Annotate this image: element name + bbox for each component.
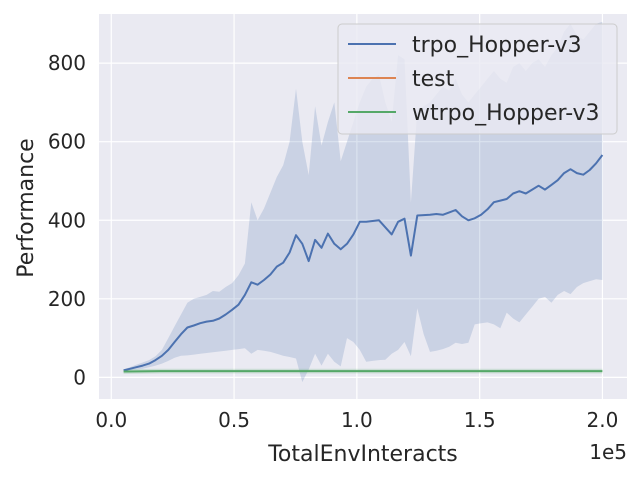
- x-tick-label: 0.0: [95, 408, 127, 432]
- y-tick-label: 800: [48, 51, 86, 75]
- legend-box: [337, 23, 618, 135]
- x-tick-labels: 0.0 0.5 1.0 1.5 2.0: [95, 408, 618, 432]
- y-tick-label: 0: [73, 365, 86, 389]
- legend-label-test: test: [412, 67, 455, 92]
- y-tick-label: 400: [48, 208, 86, 232]
- y-tick-label: 600: [48, 130, 86, 154]
- x-tick-label: 0.5: [218, 408, 250, 432]
- x-axis-label: TotalEnvInteracts: [267, 442, 458, 467]
- legend-label-trpo-hopper-v3: trpo_Hopper-v3: [412, 33, 582, 58]
- x-tick-label: 1.5: [464, 408, 496, 432]
- y-tick-label: 200: [48, 287, 86, 311]
- y-axis-label: Performance: [14, 138, 39, 277]
- series-lines: [123, 154, 604, 373]
- legend-label-wtrpo-hopper-v3: wtrpo_Hopper-v3: [412, 101, 600, 126]
- trpo-hopper-v3-line: [123, 154, 604, 372]
- y-tick-labels: 0 200 400 600 800: [48, 51, 86, 389]
- x-offset-label: 1e5: [589, 440, 627, 464]
- x-tick-label: 1.0: [341, 408, 373, 432]
- x-tick-label: 2.0: [587, 408, 619, 432]
